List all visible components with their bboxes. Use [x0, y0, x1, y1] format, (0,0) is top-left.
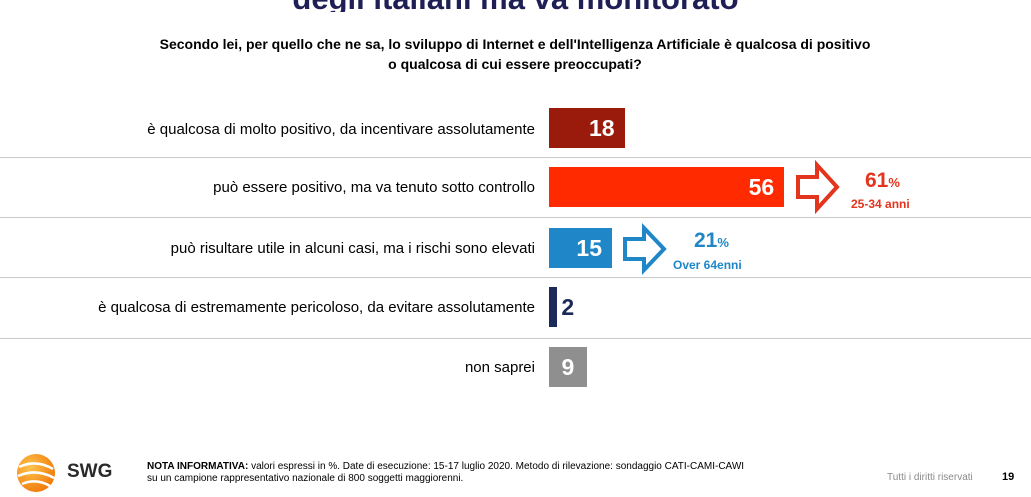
row-separator: [0, 217, 1031, 218]
page-number: 19: [1002, 471, 1015, 483]
question-line-1: Secondo lei, per quello che ne sa, lo sv…: [159, 36, 871, 52]
row-separator: [0, 157, 1031, 158]
bar-1: [549, 108, 625, 148]
bar-value-label-5: 9: [561, 354, 575, 380]
bar-value-label-3: 15: [576, 235, 602, 261]
callout-percentage-over-64: 21%: [694, 229, 729, 252]
category-label-3: può risultare utile in alcuni casi, ma i…: [170, 240, 535, 257]
swg-globe-icon: [17, 454, 55, 492]
methodology-note: NOTA INFORMATIVA: valori espressi in %. …: [147, 461, 847, 485]
rights-reserved: Tutti i diritti riservati: [887, 472, 973, 483]
callout-label-25-34: 25-34 anni: [851, 197, 910, 211]
page-title: degli italiani ma va monitorato: [0, 0, 1031, 12]
category-label-1: è qualcosa di molto positivo, da incenti…: [147, 121, 535, 138]
swg-logo: SWG: [67, 461, 113, 482]
bar-value-label-4: 2: [561, 294, 575, 320]
category-label-5: non saprei: [464, 359, 535, 376]
row-separator: [0, 277, 1031, 278]
category-label-2: può essere positivo, ma va tenuto sotto …: [213, 179, 535, 196]
note-line-1: valori espressi in %. Date di esecuzione…: [251, 461, 745, 472]
bar-2: [549, 167, 785, 207]
bar-3: [549, 228, 612, 268]
bar-value-label-2: 56: [748, 174, 775, 200]
bar-5: [549, 347, 587, 387]
arrow-right-icon: [796, 159, 840, 215]
question-line-2: o qualcosa di cui essere preoccupati?: [388, 56, 642, 72]
note-label: NOTA INFORMATIVA:: [147, 461, 249, 472]
arrow-right-icon: [623, 223, 667, 275]
bar-value-label-1: 18: [589, 115, 615, 141]
row-separator: [0, 338, 1031, 339]
survey-question: Secondo lei, per quello che ne sa, lo sv…: [80, 34, 950, 74]
category-label-4: è qualcosa di estremamente pericoloso, d…: [98, 299, 535, 316]
callout-label-over-64: Over 64enni: [673, 258, 742, 272]
callout-percentage-25-34: 61%: [865, 169, 900, 192]
note-line-2: su un campione rappresentativo nazionale…: [147, 473, 464, 484]
bar-4: [549, 287, 558, 327]
